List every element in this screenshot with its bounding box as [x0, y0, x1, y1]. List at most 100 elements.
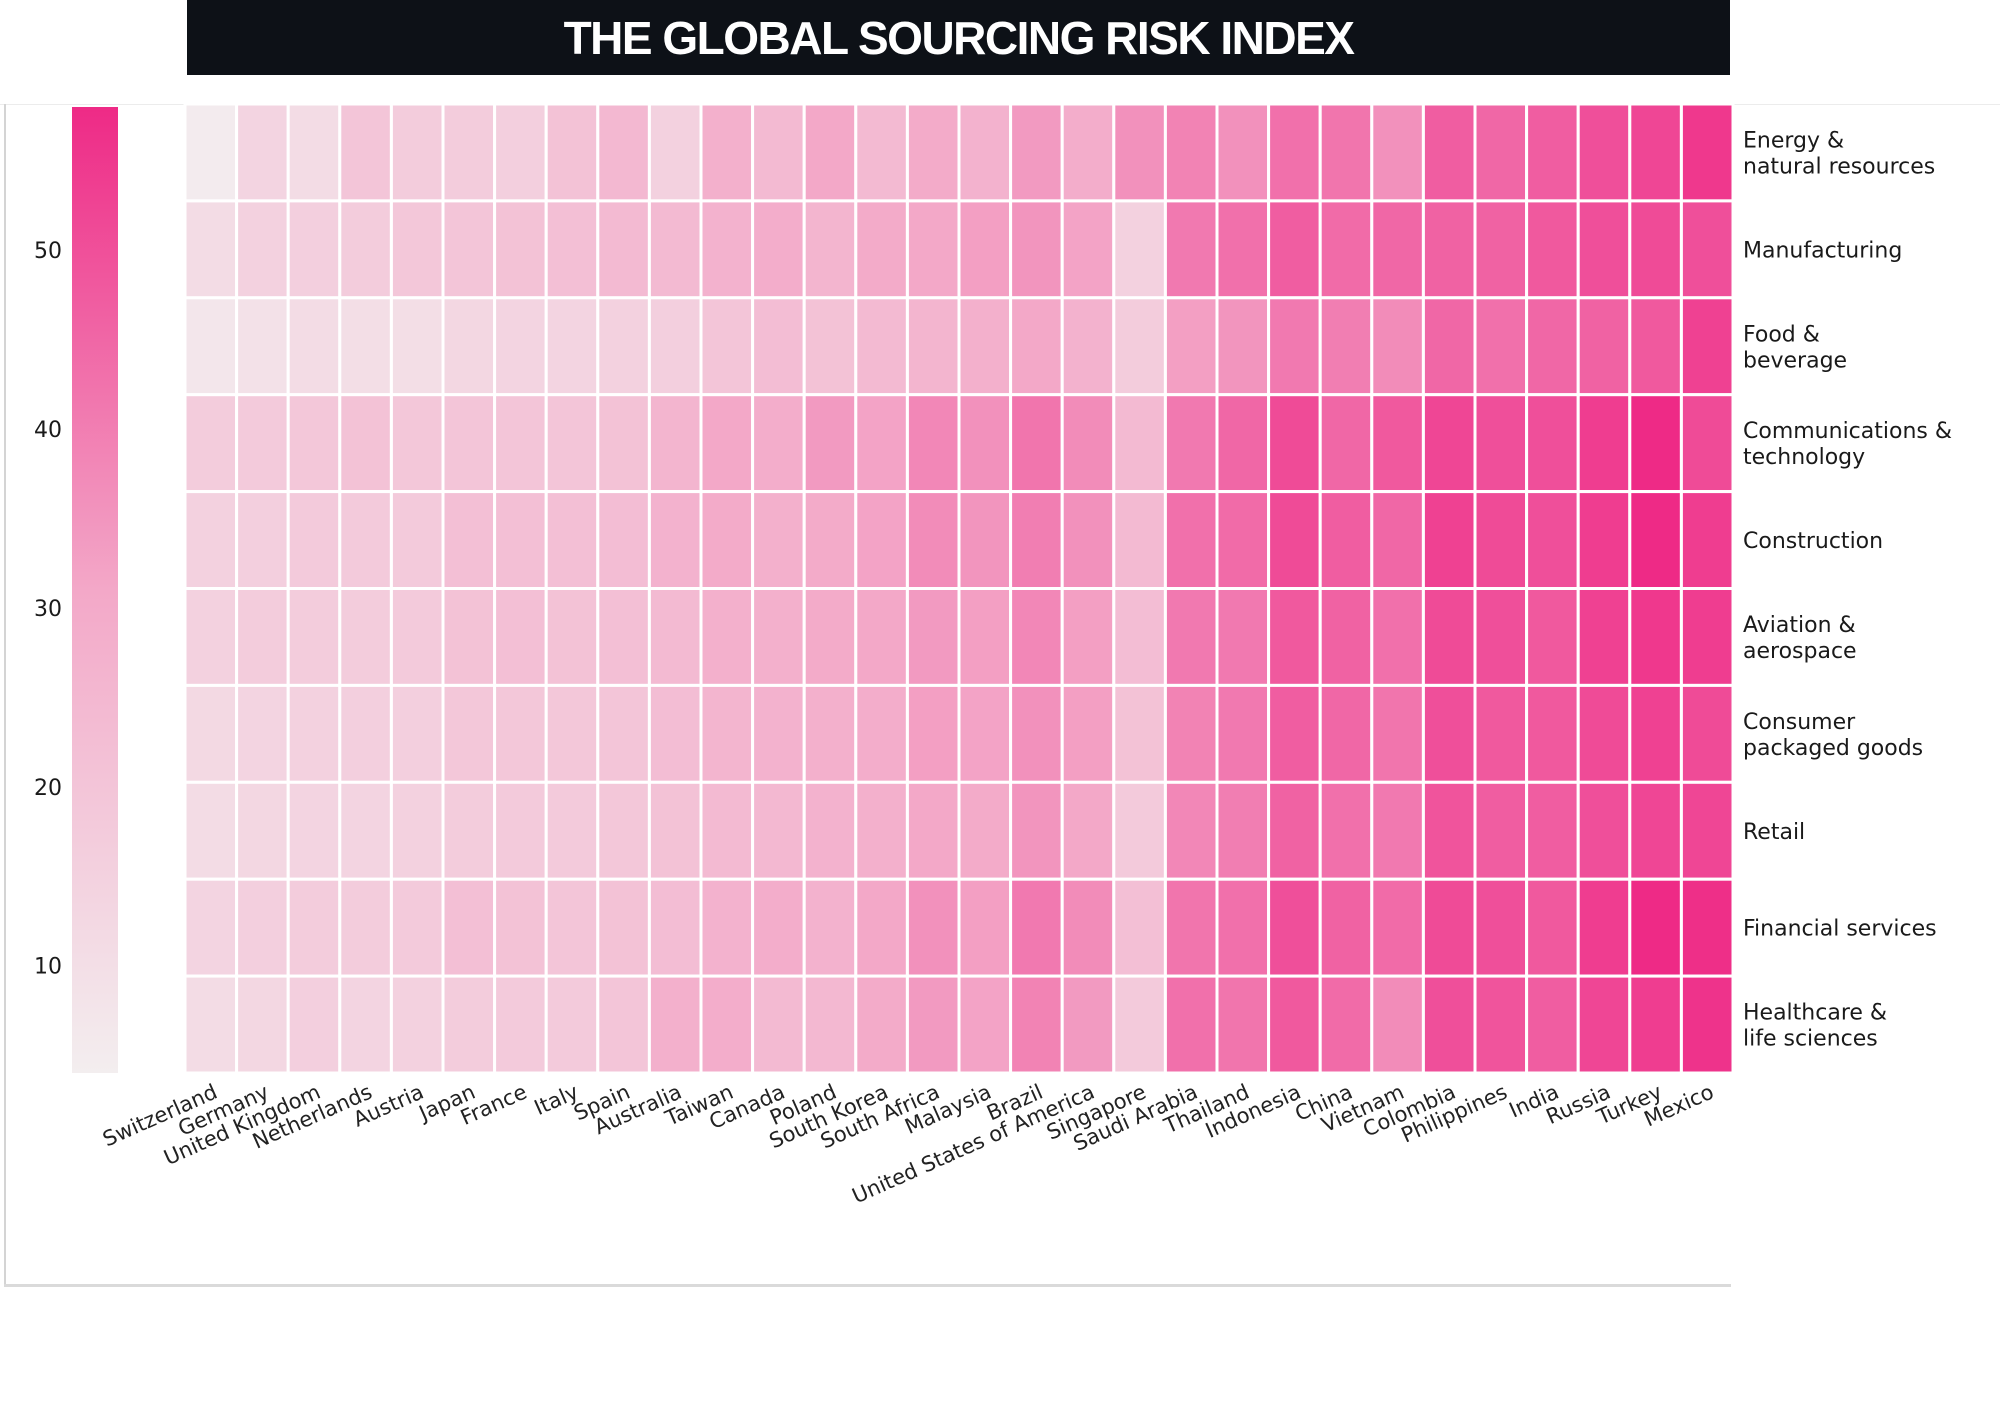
heatmap-cell — [544, 587, 600, 687]
heatmap-cell — [596, 780, 651, 881]
heatmap-cell — [647, 393, 703, 494]
heatmap-cell — [699, 296, 755, 397]
colorbar-ticks: 10 20 30 40 50 — [34, 239, 62, 980]
heatmap-cell — [183, 102, 239, 203]
heatmap-cell — [235, 393, 290, 494]
heatmap-cell — [647, 296, 703, 397]
heatmap-cell — [802, 683, 858, 784]
heatmap-cell — [183, 393, 239, 494]
heatmap-cell — [596, 199, 651, 300]
heatmap-cell — [1318, 393, 1374, 494]
heatmap-cell — [1112, 393, 1167, 494]
heatmap-cell — [1421, 199, 1477, 300]
heatmap-cell — [1421, 490, 1477, 591]
heatmap-cell — [1421, 296, 1477, 397]
heatmap-cell — [235, 296, 290, 397]
heatmap-cell — [1267, 877, 1322, 978]
heatmap-cell — [1060, 102, 1116, 203]
heatmap-cell — [544, 974, 600, 1075]
y-tick-label: Communications & technology — [1743, 419, 1952, 470]
heatmap-cell — [1576, 587, 1632, 687]
heatmap-cell — [441, 587, 497, 687]
colorbar-tick-label: 50 — [34, 239, 62, 264]
heatmap-cell — [1060, 683, 1116, 784]
heatmap-cell — [544, 780, 600, 881]
heatmap-cell — [1628, 199, 1683, 300]
heatmap-cell — [1628, 393, 1683, 494]
heatmap-cell — [1628, 974, 1683, 1075]
heatmap-cell — [338, 780, 393, 881]
heatmap-cell — [1628, 780, 1683, 881]
heatmap-cell — [699, 683, 755, 784]
heatmap-cell — [751, 877, 806, 978]
heatmap-cell — [1318, 490, 1374, 591]
heatmap-cell — [905, 102, 961, 203]
heatmap-cell — [1473, 877, 1529, 978]
heatmap-cell — [1576, 102, 1632, 203]
heatmap-cell — [1163, 393, 1219, 494]
heatmap-cell — [751, 296, 806, 397]
heatmap-cell — [389, 780, 445, 881]
heatmap-cell — [647, 199, 703, 300]
heatmap-cell — [596, 490, 651, 591]
heatmap-cell — [1215, 877, 1271, 978]
heatmap-cell — [596, 587, 651, 687]
heatmap-cell — [854, 683, 909, 784]
y-tick-label: Retail — [1743, 820, 1805, 845]
heatmap-cell — [1215, 974, 1271, 1075]
heatmap-cell — [1370, 877, 1425, 978]
heatmap-cell — [699, 490, 755, 591]
heatmap-cell — [1679, 683, 1735, 784]
heatmap-cell — [751, 102, 806, 203]
heatmap-cell — [286, 974, 342, 1075]
heatmap-cell — [1112, 587, 1167, 687]
heatmap-cell — [389, 102, 445, 203]
heatmap-cell — [1679, 587, 1735, 687]
heatmap-cell — [1267, 490, 1322, 591]
heatmap-cell — [1473, 490, 1529, 591]
heatmap-cell — [1060, 393, 1116, 494]
heatmap-cell — [286, 102, 342, 203]
heatmap-cell — [1628, 683, 1683, 784]
heatmap-cell — [1112, 974, 1167, 1075]
heatmap-cell — [1525, 296, 1580, 397]
heatmap-cell — [389, 877, 445, 978]
heatmap-cell — [441, 393, 497, 494]
heatmap-cell — [1421, 102, 1477, 203]
heatmap-cell — [854, 393, 909, 494]
heatmap-cell — [286, 490, 342, 591]
heatmap-cell — [286, 780, 342, 881]
heatmap-cell — [389, 296, 445, 397]
heatmap-cell — [1060, 974, 1116, 1075]
heatmap-cell — [596, 974, 651, 1075]
heatmap-cell — [493, 102, 548, 203]
heatmap-cell — [1576, 199, 1632, 300]
heatmap-cell — [905, 587, 961, 687]
heatmap-cell — [1525, 102, 1580, 203]
heatmap-cell — [1370, 199, 1425, 300]
heatmap-cell — [699, 974, 755, 1075]
heatmap-cell — [1628, 296, 1683, 397]
heatmap-cell — [1009, 490, 1064, 591]
heatmap-cell — [1525, 683, 1580, 784]
heatmap-cell — [1525, 393, 1580, 494]
y-tick-label: Energy & natural resources — [1743, 128, 1935, 179]
heatmap-cell — [235, 102, 290, 203]
heatmap-cell — [1576, 683, 1632, 784]
heatmap-cell — [1370, 296, 1425, 397]
heatmap-cell — [802, 296, 858, 397]
heatmap-cell — [957, 780, 1013, 881]
heatmap-cell — [802, 490, 858, 591]
heatmap-cell — [1473, 587, 1529, 687]
heatmap-cell — [441, 683, 497, 784]
heatmap-cell — [1267, 296, 1322, 397]
heatmap-cell — [338, 296, 393, 397]
y-tick-label: Financial services — [1743, 917, 1937, 942]
heatmap-cell — [751, 974, 806, 1075]
heatmap-cell — [699, 199, 755, 300]
heatmap-cell — [338, 877, 393, 978]
heatmap-cell — [1060, 490, 1116, 591]
heatmap-cell — [802, 393, 858, 494]
heatmap-cell — [1215, 199, 1271, 300]
